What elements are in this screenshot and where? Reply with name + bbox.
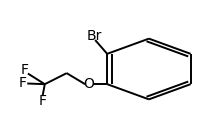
Text: O: O [83,77,94,91]
Text: F: F [18,76,26,91]
Text: Br: Br [86,29,102,43]
Text: F: F [20,63,28,77]
Text: F: F [39,94,47,108]
